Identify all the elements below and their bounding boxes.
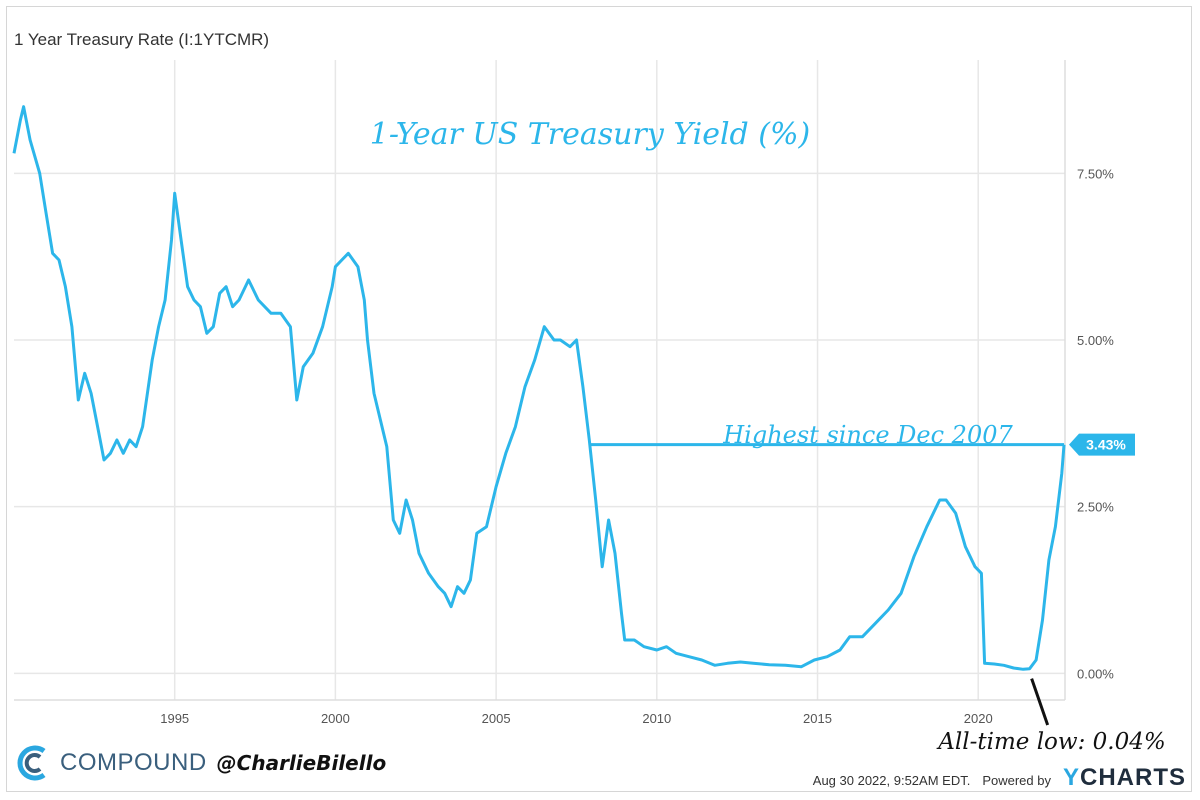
compound-brand: COMPOUND — [60, 749, 207, 776]
chart-frame — [6, 6, 1192, 792]
series-line-1yr-treasury — [12, 105, 1066, 671]
compound-logo-icon — [17, 745, 46, 781]
x-tick-label-2000: 2000 — [321, 711, 350, 726]
x-tick-label-2005: 2005 — [482, 711, 511, 726]
compound-logo-area: COMPOUND @CharlieBilello — [16, 738, 386, 788]
all-time-low-pointer — [1030, 678, 1050, 726]
timestamp: Aug 30 2022, 9:52AM EDT. — [812, 773, 971, 788]
y-tick-label-7.50%: 7.50% — [1077, 166, 1114, 181]
x-tick-label-2015: 2015 — [803, 711, 832, 726]
ycharts-logo-y: Y — [1062, 764, 1080, 791]
footer-right: Aug 30 2022, 9:52AM EDT. Powered by YCHA… — [813, 764, 1186, 792]
y-axis-ticks: 0.00% 2.50% 5.00% 7.50% — [1077, 166, 1114, 681]
x-tick-label-2010: 2010 — [642, 711, 671, 726]
all-time-low-label: All-time low: 0.04% — [936, 729, 1165, 755]
y-tick-label-5.00%: 5.00% — [1077, 333, 1114, 348]
y-tick-label-0.00%: 0.00% — [1077, 666, 1114, 681]
ycharts-logo-rest: CHARTS — [1080, 764, 1186, 791]
current-value-text: 3.43% — [1086, 437, 1126, 453]
ycharts-logo[interactable]: YCHARTS — [1063, 764, 1186, 792]
chart-inner-title: 1-Year US Treasury Yield (%) — [370, 117, 810, 152]
powered-by-text: Powered by — [982, 773, 1051, 788]
chart-header-title: 1 Year Treasury Rate (I:1YTCMR) — [14, 30, 270, 49]
x-tick-label-1995: 1995 — [160, 711, 189, 726]
current-value-tag: 3.43% — [1069, 433, 1135, 456]
author-handle: @CharlieBilello — [216, 751, 387, 775]
y-tick-label-2.50%: 2.50% — [1077, 500, 1114, 515]
grid — [14, 60, 1066, 701]
highest-since-label: Highest since Dec 2007 — [722, 421, 1013, 449]
x-tick-label-2020: 2020 — [964, 711, 993, 726]
x-axis-ticks: 1995 2000 2005 2010 2015 2020 — [160, 711, 992, 726]
